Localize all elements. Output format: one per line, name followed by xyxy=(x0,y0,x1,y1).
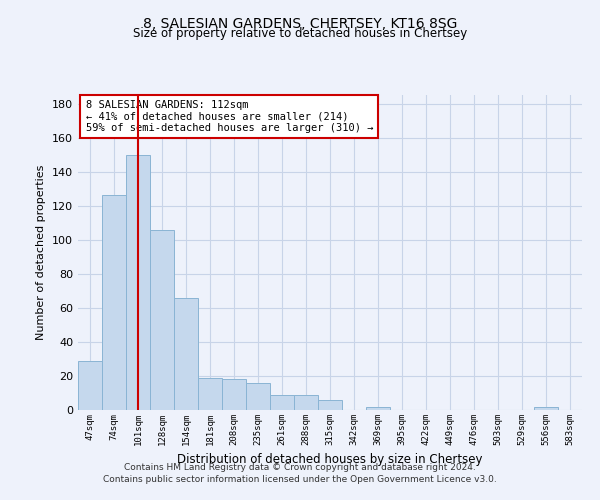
Bar xyxy=(366,406,390,410)
Bar xyxy=(78,360,102,410)
Bar xyxy=(534,406,558,410)
Text: Contains HM Land Registry data © Crown copyright and database right 2024.: Contains HM Land Registry data © Crown c… xyxy=(124,464,476,472)
Bar xyxy=(150,230,174,410)
Text: 8 SALESIAN GARDENS: 112sqm
← 41% of detached houses are smaller (214)
59% of sem: 8 SALESIAN GARDENS: 112sqm ← 41% of deta… xyxy=(86,100,373,133)
X-axis label: Distribution of detached houses by size in Chertsey: Distribution of detached houses by size … xyxy=(177,454,483,466)
Bar xyxy=(222,380,246,410)
Bar xyxy=(318,400,342,410)
Bar xyxy=(246,383,270,410)
Text: Size of property relative to detached houses in Chertsey: Size of property relative to detached ho… xyxy=(133,28,467,40)
Text: Contains public sector information licensed under the Open Government Licence v3: Contains public sector information licen… xyxy=(103,474,497,484)
Bar xyxy=(102,196,126,410)
Bar xyxy=(294,394,318,410)
Bar xyxy=(126,154,150,410)
Bar xyxy=(174,298,198,410)
Text: 8, SALESIAN GARDENS, CHERTSEY, KT16 8SG: 8, SALESIAN GARDENS, CHERTSEY, KT16 8SG xyxy=(143,18,457,32)
Bar xyxy=(198,378,222,410)
Y-axis label: Number of detached properties: Number of detached properties xyxy=(37,165,46,340)
Bar xyxy=(270,394,294,410)
